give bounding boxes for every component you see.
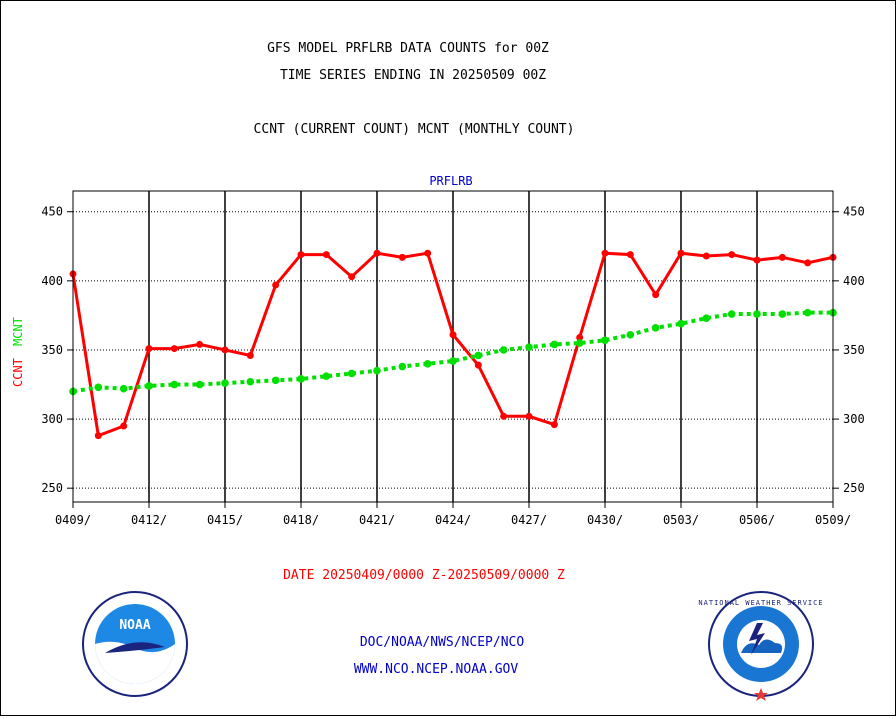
point-mcnt xyxy=(373,366,381,375)
point-mcnt xyxy=(753,310,761,318)
point-ccnt xyxy=(170,345,178,353)
point-mcnt xyxy=(297,375,305,383)
point-ccnt xyxy=(804,259,812,267)
point-mcnt xyxy=(94,383,103,392)
x-tick-label: 0503/ xyxy=(663,513,699,527)
point-mcnt xyxy=(347,369,356,378)
nws-logo: NATIONAL WEATHER SERVICE xyxy=(698,591,823,701)
x-tick-label: 0430/ xyxy=(587,513,623,527)
x-tick-label: 0421/ xyxy=(359,513,395,527)
point-mcnt xyxy=(575,339,584,347)
point-ccnt xyxy=(778,253,786,261)
point-mcnt xyxy=(727,310,736,318)
nws-logo-text: NATIONAL WEATHER SERVICE xyxy=(698,599,823,607)
y-tick-label-left: 350 xyxy=(41,343,63,357)
point-mcnt xyxy=(677,319,685,328)
point-ccnt xyxy=(94,432,102,440)
y-tick-label-left: 250 xyxy=(41,481,63,495)
y-tick-label-left: 400 xyxy=(41,274,63,288)
y-tick-label-right: 300 xyxy=(843,412,865,426)
x-tick-label: 0427/ xyxy=(511,513,547,527)
x-tick-label: 0418/ xyxy=(283,513,319,527)
x-tick-label: 0415/ xyxy=(207,513,243,527)
y-label-ccnt: CCNT xyxy=(11,358,25,387)
x-tick-label: 0509/ xyxy=(815,513,851,527)
point-mcnt xyxy=(778,310,787,318)
point-ccnt xyxy=(576,334,584,342)
point-ccnt xyxy=(702,252,710,260)
point-mcnt xyxy=(449,357,457,365)
point-mcnt xyxy=(626,330,635,339)
x-tick-label: 0412/ xyxy=(131,513,167,527)
axis-ticks: 250 250 300 300 350 350 400 400 450 450 0409/0412/… xyxy=(41,205,864,527)
point-ccnt xyxy=(500,412,508,420)
y-tick-label-left: 300 xyxy=(41,412,63,426)
point-ccnt xyxy=(272,281,280,289)
title-line-2: TIME SERIES ENDING IN 20250509 00Z xyxy=(280,68,546,83)
point-mcnt xyxy=(322,372,331,381)
point-ccnt xyxy=(728,251,736,259)
y-tick-label-left: 450 xyxy=(41,205,63,219)
point-ccnt xyxy=(525,412,533,420)
point-mcnt xyxy=(246,377,255,386)
point-mcnt xyxy=(398,362,407,371)
y-label-mcnt: MCNT xyxy=(11,317,25,346)
point-ccnt xyxy=(297,251,305,259)
y-tick-label-right: 350 xyxy=(843,343,865,357)
point-ccnt xyxy=(398,253,406,261)
noaa-logo: NOAA xyxy=(82,591,188,697)
point-ccnt xyxy=(474,361,482,369)
point-mcnt xyxy=(271,376,280,385)
title-line-1: GFS MODEL PRFLRB DATA COUNTS for 00Z xyxy=(267,41,549,56)
point-ccnt xyxy=(626,251,634,259)
point-mcnt xyxy=(702,314,711,322)
point-ccnt xyxy=(424,249,432,257)
point-ccnt xyxy=(221,346,229,354)
point-ccnt xyxy=(601,249,609,257)
point-ccnt xyxy=(449,331,457,339)
point-ccnt xyxy=(322,251,330,259)
point-ccnt xyxy=(550,421,558,429)
panel-title: PRFLRB xyxy=(429,174,472,188)
point-ccnt xyxy=(196,340,204,348)
point-mcnt xyxy=(423,359,432,368)
website-link[interactable]: WWW.NCO.NCEP.NOAA.GOV xyxy=(354,662,519,677)
point-ccnt xyxy=(652,291,660,299)
noaa-logo-text: NOAA xyxy=(119,618,150,633)
x-tick-label: 0424/ xyxy=(435,513,471,527)
x-tick-label: 0409/ xyxy=(55,513,91,527)
plot-border xyxy=(72,190,834,503)
y-tick-label-right: 250 xyxy=(843,481,865,495)
y-tick-label-right: 400 xyxy=(843,274,865,288)
point-mcnt xyxy=(601,336,609,345)
point-mcnt xyxy=(525,343,533,351)
point-mcnt xyxy=(170,380,179,389)
point-ccnt xyxy=(373,249,381,257)
point-mcnt xyxy=(145,382,153,390)
point-mcnt xyxy=(195,380,204,389)
point-ccnt xyxy=(348,273,356,281)
point-mcnt xyxy=(803,308,812,317)
point-mcnt xyxy=(221,379,229,387)
point-mcnt xyxy=(499,346,508,354)
org-path: DOC/NOAA/NWS/NCEP/NCO xyxy=(360,635,525,650)
point-ccnt xyxy=(145,345,153,353)
point-mcnt xyxy=(651,324,660,332)
date-range: DATE 20250409/0000 Z-20250509/0000 Z xyxy=(283,568,565,583)
point-mcnt xyxy=(550,340,559,349)
point-mcnt xyxy=(474,351,483,360)
y-tick-label-right: 450 xyxy=(843,205,865,219)
x-tick-label: 0506/ xyxy=(739,513,775,527)
point-ccnt xyxy=(753,256,761,264)
point-ccnt xyxy=(120,422,128,430)
point-ccnt xyxy=(677,249,685,257)
subtitle: CCNT (CURRENT COUNT) MCNT (MONTHLY COUNT… xyxy=(254,122,575,137)
grid-lines xyxy=(73,191,833,502)
point-ccnt xyxy=(246,351,254,359)
point-mcnt xyxy=(119,384,128,393)
